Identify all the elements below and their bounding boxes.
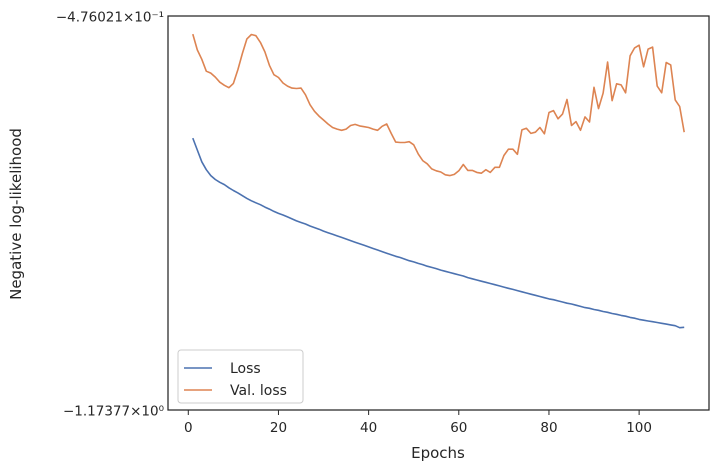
series-line-loss <box>192 137 685 329</box>
x-tick-label: 100 <box>626 420 652 436</box>
x-tick-label: 80 <box>540 420 557 436</box>
x-tick-label: 40 <box>360 420 377 436</box>
legend: Loss Val. loss <box>177 349 304 404</box>
y-axis-label: Negative log-likelihood <box>7 128 25 300</box>
x-tick-label: 20 <box>270 420 287 436</box>
y-bottom-limit-label: −1.17377×10⁰ <box>63 404 164 420</box>
legend-label-val-loss: Val. loss <box>230 383 287 399</box>
legend-label-loss: Loss <box>230 361 261 377</box>
plot-frame <box>167 15 710 411</box>
x-axis-label: Epochs <box>411 444 465 462</box>
x-tick-label: 60 <box>450 420 467 436</box>
y-top-limit-label: −4.76021×10⁻¹ <box>56 10 164 26</box>
x-tick-label: 0 <box>184 420 193 436</box>
series-line-val-loss <box>192 33 685 177</box>
